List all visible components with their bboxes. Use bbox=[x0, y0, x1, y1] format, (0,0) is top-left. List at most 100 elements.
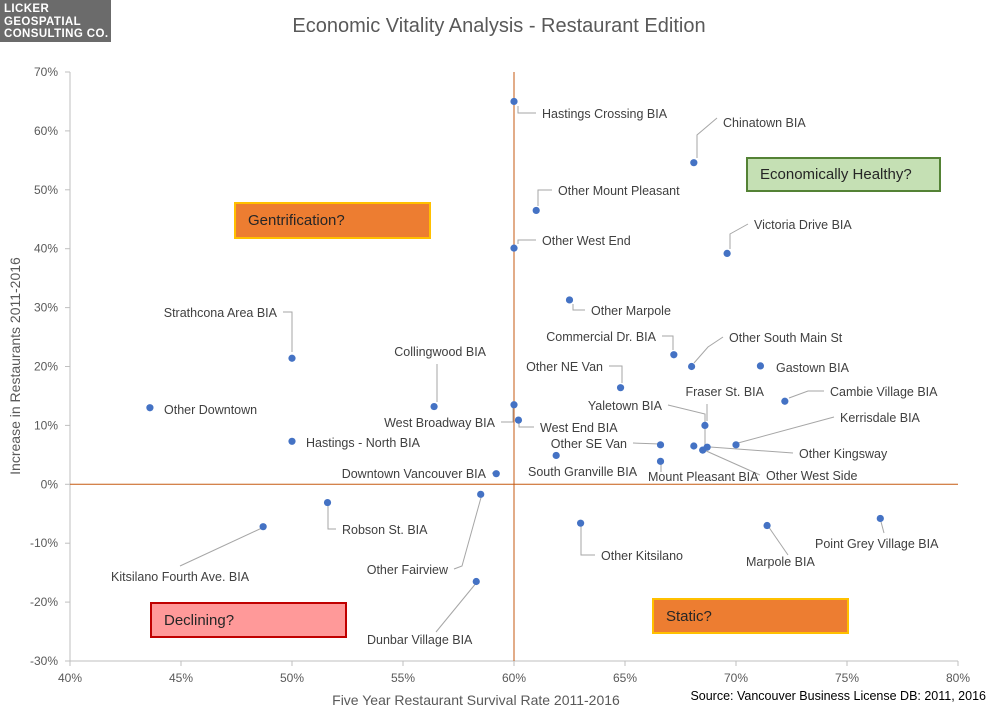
data-point bbox=[532, 206, 540, 215]
leader-line bbox=[283, 311, 293, 352]
data-label: Robson St. BIA bbox=[342, 523, 428, 537]
data-point bbox=[288, 354, 296, 362]
data-label: Yaletown BIA bbox=[588, 399, 663, 413]
data-label: Dunbar Village BIA bbox=[367, 633, 473, 647]
data-label: Hastings Crossing BIA bbox=[542, 107, 668, 121]
data-label: Other West Side bbox=[766, 469, 858, 483]
leader-line bbox=[667, 404, 706, 446]
x-tick-label: 75% bbox=[835, 671, 859, 685]
leader-line bbox=[580, 524, 595, 556]
x-tick-label: 65% bbox=[613, 671, 637, 685]
quadrant-label-declining: Declining? bbox=[150, 602, 347, 638]
data-point bbox=[690, 159, 698, 167]
data-label: Strathcona Area BIA bbox=[164, 306, 278, 320]
leader-line bbox=[179, 526, 265, 567]
data-label: Other Marpole bbox=[591, 304, 671, 318]
data-point bbox=[701, 421, 709, 429]
leader-line bbox=[327, 503, 336, 530]
data-point bbox=[472, 577, 480, 586]
data-label: Point Grey Village BIA bbox=[815, 537, 939, 551]
data-point bbox=[690, 442, 698, 450]
company-logo: LICKER GEOSPATIAL CONSULTING CO. bbox=[0, 0, 111, 42]
leader-line bbox=[537, 189, 552, 206]
x-tick-label: 50% bbox=[280, 671, 304, 685]
data-label: Other Kingsway bbox=[799, 447, 888, 461]
leader-line bbox=[453, 493, 483, 570]
y-tick-label: 40% bbox=[34, 242, 58, 256]
data-point bbox=[259, 523, 267, 531]
y-tick-label: 20% bbox=[34, 360, 58, 374]
data-point bbox=[763, 521, 771, 530]
x-tick-label: 45% bbox=[169, 671, 193, 685]
data-label: Other Kitsilano bbox=[601, 549, 683, 563]
data-point bbox=[288, 437, 296, 445]
data-label: West End BIA bbox=[540, 421, 618, 435]
y-tick-label: 50% bbox=[34, 183, 58, 197]
y-tick-label: 0% bbox=[41, 477, 59, 491]
y-tick-label: 60% bbox=[34, 124, 58, 138]
quadrant-label-static: Static? bbox=[652, 598, 849, 634]
data-point bbox=[756, 362, 765, 370]
data-label: Commercial Dr. BIA bbox=[546, 330, 656, 344]
leader-line bbox=[518, 422, 534, 428]
leader-line bbox=[693, 336, 724, 364]
x-axis-title: Five Year Restaurant Survival Rate 2011-… bbox=[332, 692, 620, 708]
x-tick-label: 55% bbox=[391, 671, 415, 685]
leader-line bbox=[737, 416, 835, 444]
data-label: Fraser St. BIA bbox=[686, 385, 765, 399]
y-axis-title: Increase in Restaurants 2011-2016 bbox=[7, 257, 23, 475]
data-label: Marpole BIA bbox=[746, 555, 815, 569]
logo-line-1: LICKER bbox=[4, 3, 50, 15]
data-point bbox=[732, 441, 740, 449]
data-point bbox=[656, 441, 665, 449]
data-point bbox=[781, 397, 789, 405]
quadrant-label-gentrification: Gentrification? bbox=[234, 202, 431, 239]
data-point bbox=[876, 514, 884, 523]
data-label: Kerrisdale BIA bbox=[840, 411, 921, 425]
data-label: Other Fairview bbox=[367, 563, 449, 577]
data-label: West Broadway BIA bbox=[384, 416, 496, 430]
x-tick-label: 80% bbox=[946, 671, 970, 685]
data-point bbox=[577, 519, 585, 527]
data-point bbox=[510, 97, 518, 106]
chart-title: Economic Vitality Analysis - Restaurant … bbox=[292, 15, 706, 37]
data-label: Other Mount Pleasant bbox=[558, 184, 680, 198]
leader-line bbox=[703, 449, 761, 476]
y-tick-label: 30% bbox=[34, 301, 58, 315]
leader-line bbox=[609, 365, 623, 383]
data-point bbox=[323, 498, 332, 507]
y-tick-label: 70% bbox=[34, 65, 58, 79]
data-label: Hastings - North BIA bbox=[306, 436, 421, 450]
data-label: Kitsilano Fourth Ave. BIA bbox=[111, 570, 250, 584]
data-point bbox=[699, 446, 707, 454]
data-label: Chinatown BIA bbox=[723, 116, 806, 130]
data-point bbox=[552, 451, 560, 460]
x-tick-label: 60% bbox=[502, 671, 526, 685]
leader-line bbox=[696, 117, 718, 158]
data-label: Downtown Vancouver BIA bbox=[342, 467, 487, 481]
data-point bbox=[616, 384, 625, 392]
leader-line bbox=[788, 390, 824, 399]
leader-line bbox=[767, 525, 789, 556]
x-tick-label: 70% bbox=[724, 671, 748, 685]
data-point bbox=[477, 490, 485, 498]
source-note: Source: Vancouver Business License DB: 2… bbox=[690, 689, 986, 703]
leader-line bbox=[729, 223, 749, 249]
data-point bbox=[510, 244, 518, 252]
data-label: Mount Pleasant BIA bbox=[648, 470, 759, 484]
data-point bbox=[146, 404, 154, 412]
leader-line bbox=[662, 335, 674, 350]
leader-line bbox=[709, 446, 794, 454]
x-tick-label: 40% bbox=[58, 671, 82, 685]
y-tick-label: 10% bbox=[34, 418, 58, 432]
data-label: South Granville BIA bbox=[528, 465, 638, 479]
leader-line bbox=[501, 406, 514, 423]
y-tick-label: -30% bbox=[30, 654, 58, 668]
data-label: Other West End bbox=[542, 234, 631, 248]
data-point bbox=[565, 296, 574, 304]
y-tick-label: -20% bbox=[30, 595, 58, 609]
data-label: Other South Main St bbox=[729, 331, 843, 345]
data-point bbox=[656, 457, 665, 465]
data-label: Gastown BIA bbox=[776, 361, 850, 375]
